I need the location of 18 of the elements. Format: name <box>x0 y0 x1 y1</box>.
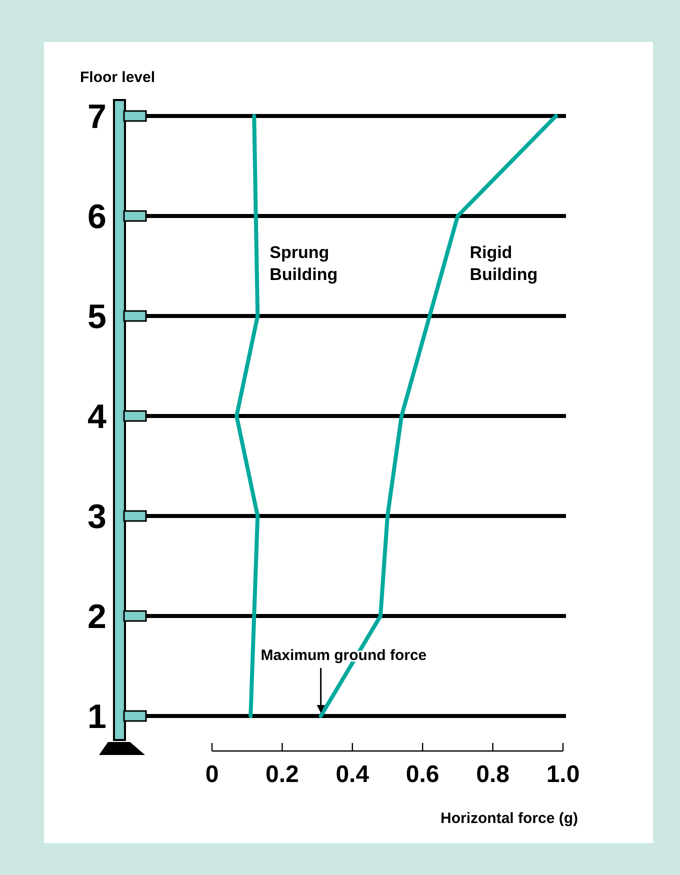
x-tick-label: 0.6 <box>406 761 440 788</box>
y-tick-label: 7 <box>88 98 106 136</box>
y-tick-label: 1 <box>88 698 106 736</box>
y-tick-label: 6 <box>88 198 106 236</box>
x-tick-label: 0.2 <box>266 761 299 788</box>
y-tick-label: 3 <box>88 498 106 536</box>
series-label: Rigid Building <box>470 243 538 284</box>
y-tick-label: 2 <box>88 598 106 636</box>
line-series <box>234 114 260 718</box>
y-axis-title: Floor level <box>80 69 156 86</box>
x-axis-title: Horizontal force (g) <box>440 810 578 827</box>
x-tick-label: 1.0 <box>546 761 580 788</box>
x-tick-label: 0.8 <box>476 761 510 788</box>
y-tick-label: 4 <box>88 398 107 436</box>
x-tick-label: 0 <box>205 761 219 788</box>
x-tick-label: 0.4 <box>336 761 370 788</box>
series-label: Sprung Building <box>270 243 338 284</box>
y-tick-label: 5 <box>88 298 106 336</box>
